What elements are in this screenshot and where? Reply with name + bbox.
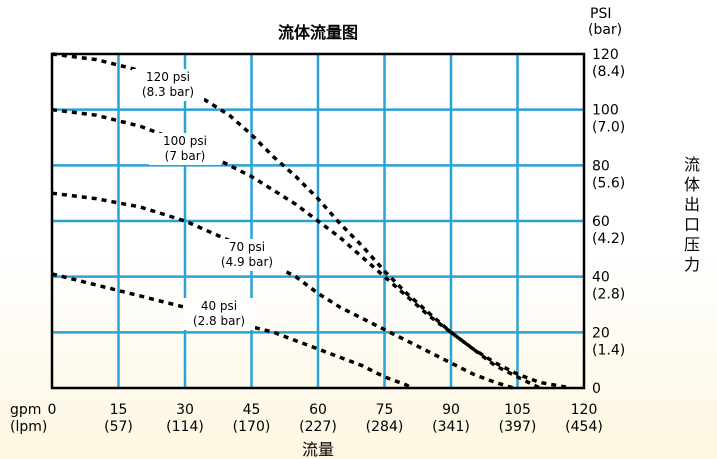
- curve-label-name: 70 psi: [229, 240, 265, 254]
- y-axis-label-char: 力: [684, 255, 700, 274]
- curve-label-background: [183, 298, 255, 330]
- series-line: [51, 191, 514, 390]
- grid-lines: [52, 54, 584, 388]
- y-tick-label: 20: [592, 325, 610, 341]
- curve-label-sub: (2.8 bar): [193, 314, 245, 328]
- curve-label-name: 100 psi: [163, 134, 207, 148]
- x-tick-sublabel: (284): [366, 419, 404, 435]
- x-tick-label: 75: [376, 402, 394, 418]
- plot-border: [50, 52, 586, 390]
- y-tick-label: 100: [592, 103, 619, 119]
- series-line: [51, 272, 413, 390]
- chart-title: 流体流量图: [278, 23, 358, 42]
- y-tick-sublabel: (5.6): [592, 175, 625, 191]
- x-tick-sublabel: (57): [104, 419, 133, 435]
- x-tick-label: 120: [571, 402, 598, 418]
- x-tick-sublabel: (170): [233, 419, 271, 435]
- x-tick-label: 45: [243, 402, 261, 418]
- y-tick-label: 60: [592, 214, 610, 230]
- x-tick-sublabel: (227): [299, 419, 337, 435]
- x-tick-sublabel: (341): [432, 419, 470, 435]
- y-axis-label-char: 体: [684, 175, 700, 194]
- x-tick-label: 30: [176, 402, 194, 418]
- curve-label-sub: (8.3 bar): [142, 85, 194, 99]
- y-tick-label: 80: [592, 158, 610, 174]
- curve-label-sub: (7 bar): [165, 149, 206, 163]
- x-tick-labels: 0 15(57) 30(114) 45(170) 60(227) 75(284) 90(34…: [48, 402, 603, 435]
- x-axis-label: 流量: [302, 440, 334, 459]
- x-tick-label: 105: [504, 402, 531, 418]
- y-tick-sublabel: (7.0): [592, 120, 625, 136]
- y-axis-label-char: 出: [684, 195, 700, 214]
- x-tick-label: 0: [48, 402, 57, 418]
- y-tick-sublabel: (4.2): [592, 231, 625, 247]
- x-tick-label: 15: [110, 402, 128, 418]
- x-tick-label: 60: [309, 402, 327, 418]
- y-axis-label-char: 压: [684, 235, 700, 254]
- y-tick-sublabel: (1.4): [592, 342, 625, 358]
- y-tick-sublabel: (2.8): [592, 287, 625, 303]
- y-unit-primary: PSI: [590, 6, 611, 22]
- curve-label-name: 40 psi: [201, 299, 237, 313]
- y-axis-label-char: 流: [684, 155, 700, 174]
- curve-label-sub: (4.9 bar): [221, 255, 273, 269]
- curve-label-background: [211, 239, 283, 271]
- x-unit-primary: gpm: [10, 402, 41, 418]
- y-tick-label: 0: [592, 381, 601, 397]
- curve-label-name: 120 psi: [146, 70, 190, 84]
- curve-label-background: [149, 133, 221, 165]
- y-axis-label-char: 口: [684, 215, 700, 234]
- x-tick-sublabel: (114): [166, 419, 204, 435]
- y-tick-label: 120: [592, 47, 619, 63]
- x-tick-sublabel: (454): [565, 419, 603, 435]
- x-tick-label: 90: [442, 402, 460, 418]
- x-unit-secondary: (lpm): [10, 419, 47, 435]
- curve-label-background: [132, 69, 204, 101]
- curve-labels: 120 psi(8.3 bar) 100 psi(7 bar) 70 psi(4.9…: [132, 69, 283, 330]
- x-tick-sublabel: (397): [499, 419, 537, 435]
- series-line: [51, 107, 572, 390]
- y-tick-sublabel: (8.4): [592, 64, 625, 80]
- y-tick-label: 40: [592, 270, 610, 286]
- y-unit-secondary: (bar): [588, 22, 622, 38]
- y-tick-labels: 0 20(1.4) 40(2.8) 60(4.2) 80(5.6) 100(7.0) 120…: [592, 47, 625, 397]
